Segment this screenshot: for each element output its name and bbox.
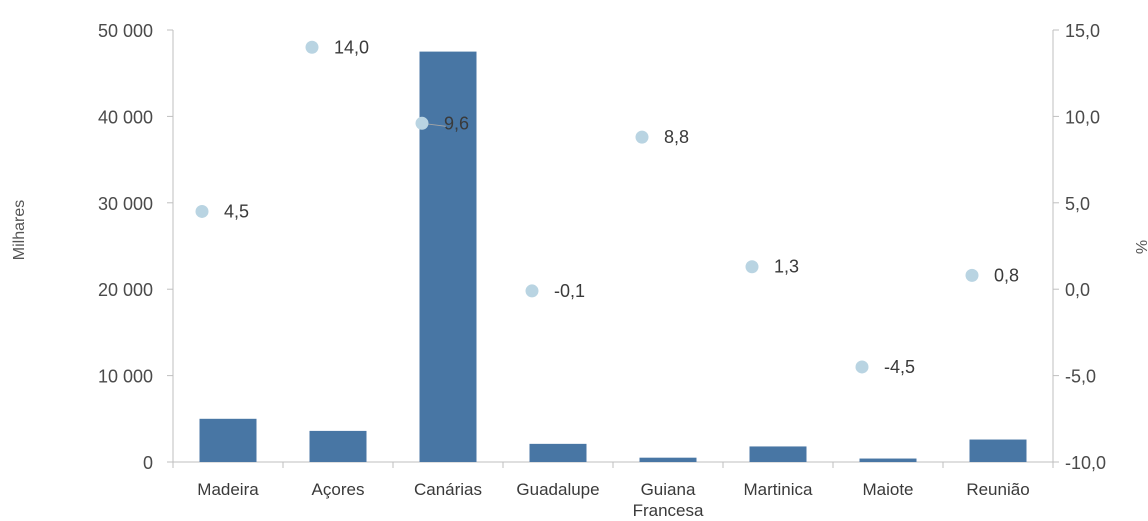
category-label: Francesa <box>633 501 704 520</box>
point-series: 4,5 14,0 9,6 -0,1 8,8 1,3 -4,5 0,8 <box>195 37 1019 377</box>
category-label: Reunião <box>966 480 1029 499</box>
y2-tick-label: -10,0 <box>1065 453 1106 473</box>
y2-tick-label: -5,0 <box>1065 367 1096 387</box>
point <box>525 284 539 298</box>
data-label: -0,1 <box>554 281 585 301</box>
point <box>635 130 649 144</box>
category-label: Açores <box>312 480 365 499</box>
category-label: Canárias <box>414 480 482 499</box>
y-tick-label: 10 000 <box>98 367 153 387</box>
point <box>745 260 759 274</box>
y-tick-label: 20 000 <box>98 280 153 300</box>
y-tick-label: 40 000 <box>98 107 153 127</box>
bar <box>749 446 807 462</box>
y-tick-label: 50 000 <box>98 21 153 41</box>
category-label: Martinica <box>744 480 814 499</box>
tick-labels: 0 10 000 20 000 30 000 40 000 50 000 -10,0 -5,0… <box>98 21 1106 473</box>
data-label: 0,8 <box>994 265 1019 285</box>
y2-tick-label: 10,0 <box>1065 107 1100 127</box>
data-label: 14,0 <box>334 37 369 57</box>
bar <box>859 458 917 462</box>
y2-axis-title: % <box>1132 240 1148 254</box>
y-axis-title: Milhares <box>11 200 28 260</box>
category-label: Maiote <box>862 480 913 499</box>
bar <box>639 457 697 462</box>
category-label: Madeira <box>197 480 259 499</box>
point <box>415 116 429 130</box>
point <box>305 40 319 54</box>
point <box>965 268 979 282</box>
bar <box>969 439 1027 462</box>
data-label: 8,8 <box>664 127 689 147</box>
y2-tick-label: 15,0 <box>1065 21 1100 41</box>
point <box>855 360 869 374</box>
bar <box>309 430 367 462</box>
point <box>195 204 209 218</box>
bar <box>529 443 587 462</box>
category-labels: Madeira Açores Canárias Guadalupe Guiana Fran… <box>197 480 1029 520</box>
category-label: Guiana <box>641 480 696 499</box>
data-label: 9,6 <box>444 113 469 133</box>
category-label: Guadalupe <box>516 480 599 499</box>
data-label: 1,3 <box>774 257 799 277</box>
y-tick-label: 0 <box>143 453 153 473</box>
bar-series <box>199 51 1027 462</box>
y2-tick-label: 0,0 <box>1065 280 1090 300</box>
y2-tick-label: 5,0 <box>1065 194 1090 214</box>
bar <box>419 51 477 462</box>
data-label: -4,5 <box>884 357 915 377</box>
bar <box>199 418 257 462</box>
data-label: 4,5 <box>224 201 249 221</box>
axes <box>167 29 1059 468</box>
y-tick-label: 30 000 <box>98 194 153 214</box>
